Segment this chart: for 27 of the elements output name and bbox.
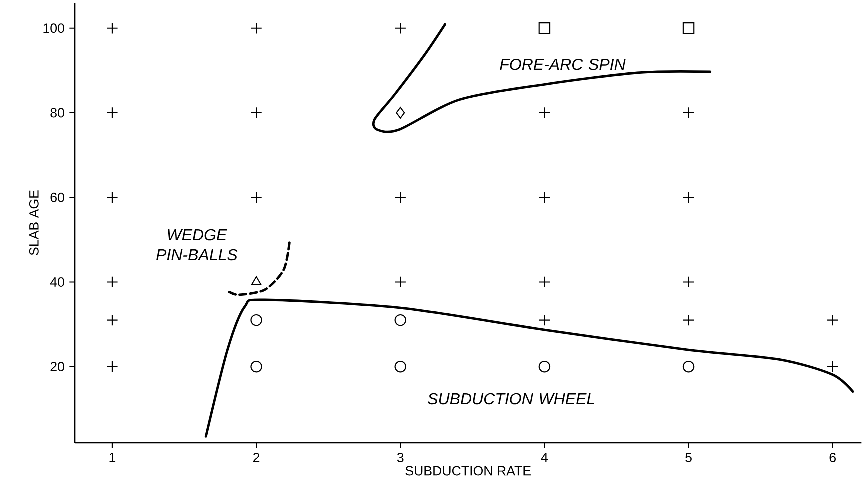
y-tick-label: 80 (50, 108, 64, 118)
x-tick-label: 1 (110, 453, 116, 462)
point (682, 22, 695, 34)
y-tick-label: 20 (50, 362, 64, 372)
x-axis-title: SUBDUCTION RATE (406, 466, 531, 476)
point (250, 314, 262, 326)
point (682, 360, 695, 373)
x-tick-label: 5 (686, 453, 692, 462)
point (250, 360, 262, 373)
line-series (204, 298, 854, 438)
x-tick-label: 6 (830, 453, 836, 462)
y-tick-label: 100 (44, 24, 64, 34)
point (251, 276, 262, 286)
y-tick-label: 60 (50, 192, 64, 202)
point (538, 22, 551, 34)
x-tick-label: 2 (254, 453, 260, 462)
annotation: SUBDUCTION WHEEL (428, 393, 594, 405)
y-tick-label: 40 (50, 278, 64, 287)
annotation: FORE-ARC SPIN (500, 58, 626, 70)
y-axis-title: SLAB AGE (29, 190, 39, 256)
x-tick-label: 4 (541, 453, 548, 462)
point (394, 360, 406, 373)
x-tick-label: 3 (397, 453, 404, 462)
point (538, 360, 551, 373)
annotation: WEDGE PIN-BALLS (156, 229, 238, 261)
point (394, 314, 406, 326)
point (396, 107, 406, 119)
